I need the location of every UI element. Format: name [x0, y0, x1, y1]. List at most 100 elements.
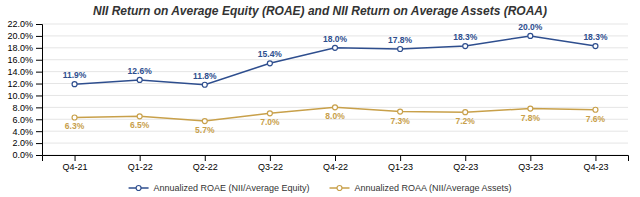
point [398, 109, 403, 114]
marks [72, 33, 598, 123]
data-label: 6.5% [130, 120, 150, 130]
x-tick: Q4-21 [63, 155, 88, 172]
legend: Annualized ROAE (NII/Average Equity) Annu… [129, 183, 512, 193]
tick-mark [36, 155, 42, 156]
tick-label: Q3-23 [518, 162, 543, 172]
y-tick: 2.0% [12, 138, 42, 148]
point [202, 119, 207, 124]
tick-label: Q1-23 [388, 162, 413, 172]
data-label: 5.7% [195, 125, 215, 135]
data-label: 17.8% [388, 35, 413, 45]
data-label: 7.2% [456, 116, 476, 126]
tick-label: 16.0% [7, 55, 33, 65]
data-label: 7.3% [390, 116, 410, 126]
grid [42, 24, 628, 155]
data-label: 6.3% [65, 121, 85, 131]
tick-mark [270, 155, 271, 161]
tick-label: Q3-22 [258, 162, 283, 172]
legend-marker [337, 186, 342, 191]
data-label: 20.0% [518, 22, 543, 32]
tick-label: 12.0% [7, 79, 33, 89]
tick-mark [36, 143, 42, 144]
point [463, 44, 468, 49]
grid-line [42, 59, 628, 60]
point [463, 110, 468, 115]
tick-mark [335, 155, 336, 161]
x-tick: Q3-23 [518, 155, 543, 172]
tick-label: 4.0% [12, 127, 33, 137]
grid-line [42, 95, 628, 96]
y-tick: 8.0% [12, 103, 42, 113]
legend-item: Annualized ROAA (NII/Average Assets) [330, 183, 512, 193]
legend-label: Annualized ROAE (NII/Average Equity) [154, 183, 310, 193]
title: NII Return on Average Equity (ROAE) and … [93, 4, 547, 18]
tick-label: 20.0% [7, 31, 33, 41]
data-label: 11.8% [193, 71, 217, 81]
y-tick: 0.0% [12, 150, 42, 160]
point [528, 106, 533, 111]
tick-mark [36, 84, 42, 85]
plot: 0.0% 2.0%4.0% 6.0% 8.0% 10.0% 12.0% 14.0% 16.0%… [7, 19, 628, 172]
axis-line [43, 156, 629, 162]
point [72, 115, 77, 120]
data-label: 7.0% [260, 117, 280, 127]
point [137, 77, 142, 82]
tick-mark [36, 107, 42, 108]
tick-label: Q2-22 [193, 162, 218, 172]
data-label: 18.0% [323, 34, 348, 44]
point [202, 82, 207, 87]
legend-label: Annualized ROAA (NII/Average Assets) [355, 183, 512, 193]
x-tick: Q1-22 [128, 155, 153, 172]
tick-label: Q1-22 [128, 162, 153, 172]
data-label: 12.6% [128, 66, 153, 76]
tick-mark [36, 119, 42, 120]
data-label: 18.3% [583, 32, 608, 42]
x-tick: Q2-22 [193, 155, 218, 172]
grid-line [42, 131, 628, 132]
tick-label: 14.0% [7, 67, 33, 77]
y-tick: 6.0% [12, 115, 42, 125]
tick-label: 2.0% [12, 138, 33, 148]
tick-label: 6.0% [12, 115, 33, 125]
x-tick: Q3-22 [258, 155, 283, 172]
grid-line [42, 143, 628, 144]
tick-mark [36, 24, 42, 25]
tick-mark [36, 48, 42, 49]
tick-label: Q2-23 [453, 162, 478, 172]
data-label: 8.0% [325, 111, 345, 121]
tick-label: Q4-22 [323, 162, 348, 172]
tick-label: Q4-23 [583, 162, 608, 172]
tick-mark [140, 155, 141, 161]
data-label: 18.3% [453, 32, 478, 42]
tick-mark [36, 72, 42, 73]
data-label: 11.9% [63, 70, 87, 80]
chart: NII Return on Average Equity (ROAE) and … [0, 0, 640, 197]
point [72, 82, 77, 87]
tick-label: 22.0% [7, 19, 33, 29]
tick-mark [400, 155, 401, 161]
legend-item: Annualized ROAE (NII/Average Equity) [129, 183, 310, 193]
y-axis: 0.0% 2.0%4.0% 6.0% 8.0% 10.0% 12.0% 14.0% 16.0%… [7, 19, 42, 160]
tick-mark [36, 95, 42, 96]
x-axis: Q4-21 Q1-22 Q2-22 Q3-22 Q4-22 Q1-23 Q2-23 Q3-23… [43, 155, 629, 172]
y-tick: 16.0% [7, 55, 42, 65]
tick-mark [530, 155, 531, 161]
tick-mark [36, 36, 42, 37]
tick-label: 18.0% [7, 43, 33, 53]
point [333, 45, 338, 50]
data-label: 7.8% [521, 113, 541, 123]
y-tick: 12.0% [7, 79, 42, 89]
axis-line [36, 25, 43, 156]
point [528, 33, 533, 38]
point [267, 61, 272, 66]
data-labels: 11.9%12.6%11.8%15.4%18.0%17.8%18.3%20.0%… [63, 22, 608, 135]
x-tick: Q4-22 [323, 155, 348, 172]
tick-label: 10.0% [7, 91, 33, 101]
y-tick: 20.0% [7, 31, 42, 41]
point [398, 47, 403, 52]
y-tick: 18.0% [7, 43, 42, 53]
legend-marker [136, 186, 141, 191]
x-tick: Q2-23 [453, 155, 478, 172]
tick-mark [205, 155, 206, 161]
x-tick: Q4-23 [583, 155, 608, 172]
